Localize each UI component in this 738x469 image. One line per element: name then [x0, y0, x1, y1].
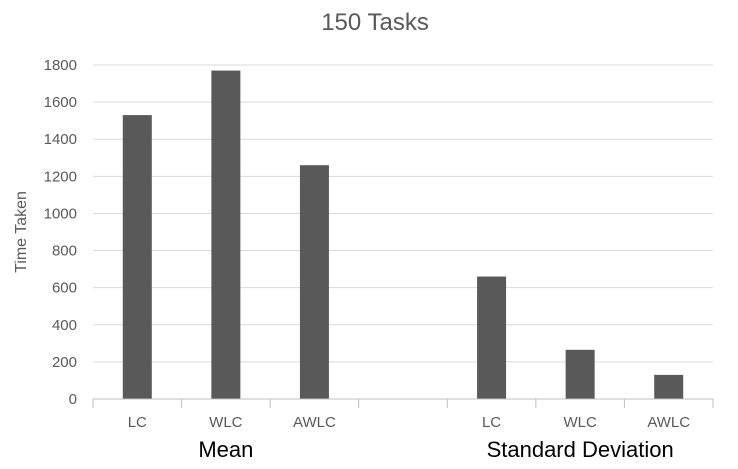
y-tick-label: 1400: [44, 131, 77, 148]
bar: [654, 374, 684, 399]
y-tick-label: 1800: [44, 57, 77, 74]
group-label: Standard Deviation: [487, 437, 674, 462]
x-axis: [92, 398, 714, 408]
bars: [122, 70, 684, 400]
bar: [211, 70, 241, 400]
group-label: Mean: [198, 437, 253, 462]
y-tick-label: 400: [52, 317, 77, 334]
y-tick-labels: 0 200 400 600 800 1000 1200 1400 1600 1800: [44, 57, 77, 408]
x-tick-label: WLC: [563, 414, 597, 431]
chart-title: 150 Tasks: [321, 9, 429, 36]
x-tick-labels: LC WLC AWLC LC WLC AWLC: [128, 414, 691, 431]
x-tick-label: WLC: [209, 414, 243, 431]
x-tick-label: AWLC: [647, 414, 690, 431]
group-labels: Mean Standard Deviation: [198, 437, 673, 462]
y-tick-label: 600: [52, 280, 77, 297]
y-tick-label: 1600: [44, 94, 77, 111]
x-tick-label: LC: [482, 414, 501, 431]
x-tick-label: LC: [128, 414, 147, 431]
y-axis-label: Time Taken: [13, 191, 30, 273]
y-tick-label: 800: [52, 243, 77, 260]
bar: [565, 349, 595, 399]
bar: [122, 115, 152, 399]
y-tick-label: 1000: [44, 205, 77, 222]
x-tick-label: AWLC: [293, 414, 336, 431]
y-tick-label: 1200: [44, 168, 77, 185]
bar: [299, 165, 329, 399]
gridlines: [93, 64, 713, 363]
y-tick-label: 0: [69, 391, 77, 408]
y-tick-label: 200: [52, 354, 77, 371]
bar: [477, 276, 507, 399]
